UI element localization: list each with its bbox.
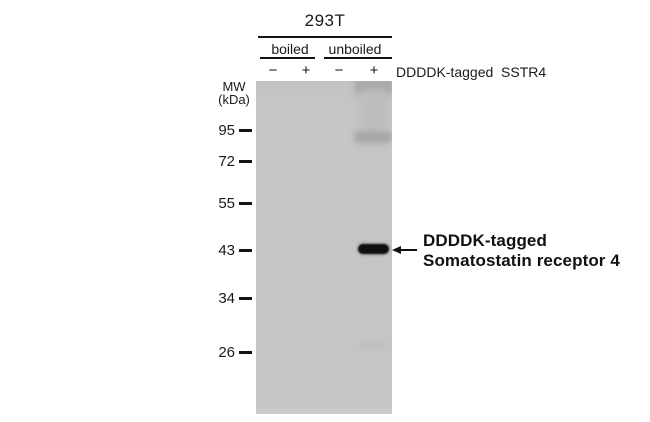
mw-title-line2: (kDa): [218, 92, 250, 107]
condition-boiled-underline: [260, 57, 315, 59]
mw-marker-43: 43: [196, 241, 252, 259]
mw-marker-72: 72: [196, 152, 252, 170]
lane3-minus-sign: −: [334, 62, 344, 79]
lane2-plus-sign: +: [301, 62, 311, 79]
mw-tick: [239, 128, 252, 132]
mw-marker-95: 95: [196, 121, 252, 139]
mw-marker-value: 34: [218, 289, 235, 307]
lane4-main-band-43kda: [358, 244, 389, 254]
mw-axis-title: MW (kDa): [209, 80, 259, 106]
mw-tick: [239, 296, 252, 300]
lane4-plus-sign: +: [369, 62, 379, 79]
mw-tick: [239, 248, 252, 252]
mw-marker-34: 34: [196, 289, 252, 307]
mw-marker-value: 43: [218, 241, 235, 259]
band-annotation: DDDDK-tagged Somatostatin receptor 4: [423, 231, 620, 271]
mw-marker-value: 72: [218, 152, 235, 170]
condition-unboiled-underline: [324, 57, 392, 59]
mw-tick: [239, 201, 252, 205]
band-annotation-line2: Somatostatin receptor 4: [423, 251, 620, 270]
blot-membrane: [256, 81, 392, 414]
mw-title-line1: MW: [222, 79, 246, 94]
mw-marker-26: 26: [196, 343, 252, 361]
mw-tick: [239, 350, 252, 354]
condition-unboiled-label: unboiled: [328, 41, 382, 57]
cell-line-label: 293T: [304, 11, 346, 30]
lane1-minus-sign: −: [268, 62, 278, 79]
cell-line-underline: [258, 36, 392, 38]
mw-tick: [239, 159, 252, 163]
lane4-faint-band-100kda: [354, 131, 392, 143]
mw-marker-value: 26: [218, 343, 235, 361]
treatment-label: DDDDK-tagged SSTR4: [396, 64, 547, 80]
mw-marker-55: 55: [196, 194, 252, 212]
mw-marker-value: 55: [218, 194, 235, 212]
band-annotation-line1: DDDDK-tagged: [423, 231, 547, 250]
condition-boiled-label: boiled: [271, 41, 309, 57]
arrow-left-icon: [392, 243, 418, 257]
mw-marker-value: 95: [218, 121, 235, 139]
lane4-faint-smudge: [359, 341, 386, 350]
